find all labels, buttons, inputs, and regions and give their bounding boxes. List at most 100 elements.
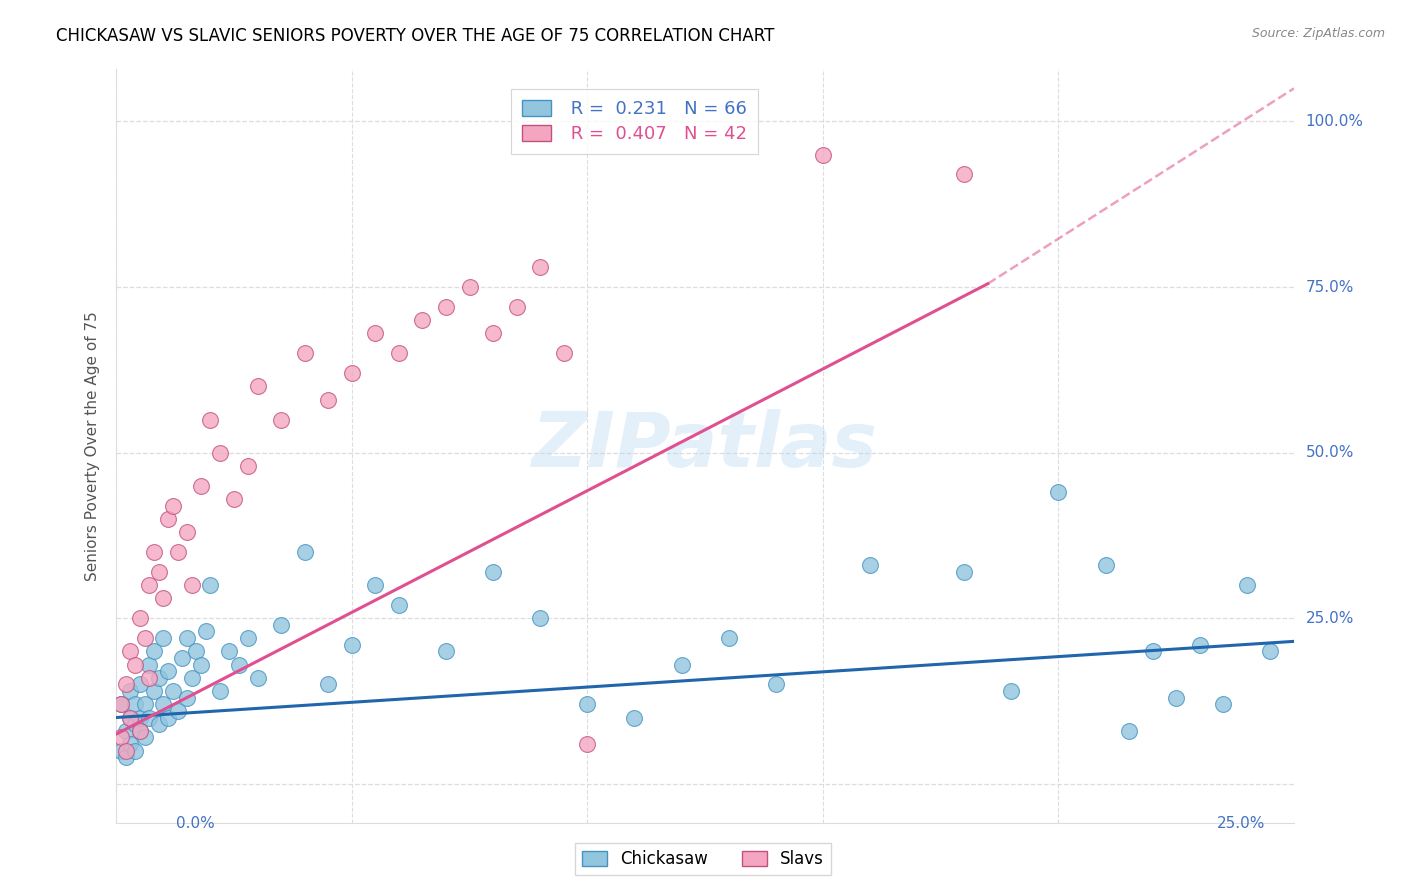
Point [200, 578, 222, 592]
Point [166, 545, 188, 559]
Point [138, 710, 160, 724]
Point [176, 525, 198, 540]
Point [505, 300, 527, 314]
Point [222, 491, 245, 506]
Point [162, 684, 184, 698]
Point [270, 412, 292, 426]
Point [124, 744, 146, 758]
Point [1188, 638, 1211, 652]
Point [143, 684, 166, 698]
Text: 25.0%: 25.0% [1306, 611, 1354, 625]
Point [434, 644, 457, 658]
Point [128, 710, 150, 724]
Point [114, 744, 136, 758]
Point [340, 366, 363, 380]
Point [200, 412, 222, 426]
Point [166, 704, 188, 718]
Point [953, 168, 976, 182]
Point [120, 684, 142, 698]
Point [208, 684, 231, 698]
Point [138, 671, 160, 685]
Point [134, 631, 156, 645]
Text: 100.0%: 100.0% [1306, 114, 1364, 129]
Point [148, 717, 170, 731]
Point [576, 737, 599, 751]
Point [316, 392, 339, 407]
Point [110, 698, 132, 712]
Point [576, 698, 599, 712]
Point [143, 545, 166, 559]
Point [208, 445, 231, 459]
Point [162, 499, 184, 513]
Point [157, 664, 180, 678]
Text: 25.0%: 25.0% [1218, 816, 1265, 831]
Point [138, 578, 160, 592]
Point [134, 698, 156, 712]
Text: 0.0%: 0.0% [176, 816, 215, 831]
Point [110, 744, 132, 758]
Point [294, 545, 316, 559]
Point [434, 300, 457, 314]
Point [859, 558, 882, 573]
Point [128, 611, 150, 625]
Point [120, 710, 142, 724]
Point [124, 657, 146, 672]
Point [765, 677, 787, 691]
Point [364, 578, 387, 592]
Point [148, 565, 170, 579]
Point [1094, 558, 1116, 573]
Point [388, 346, 411, 360]
Point [120, 710, 142, 724]
Point [128, 723, 150, 738]
Point [228, 657, 250, 672]
Point [157, 512, 180, 526]
Point [246, 671, 269, 685]
Point [529, 260, 551, 275]
Point [1166, 690, 1188, 705]
Point [238, 631, 260, 645]
Point [120, 737, 142, 751]
Point [340, 638, 363, 652]
Point [190, 479, 212, 493]
Point [120, 644, 142, 658]
Point [138, 657, 160, 672]
Point [246, 379, 269, 393]
Point [124, 698, 146, 712]
Point [294, 346, 316, 360]
Point [110, 698, 132, 712]
Point [152, 591, 174, 606]
Point [1142, 644, 1164, 658]
Point [1212, 698, 1234, 712]
Point [623, 710, 645, 724]
Point [110, 731, 132, 745]
Text: CHICKASAW VS SLAVIC SENIORS POVERTY OVER THE AGE OF 75 CORRELATION CHART: CHICKASAW VS SLAVIC SENIORS POVERTY OVER… [56, 27, 775, 45]
Text: ZIPatlas: ZIPatlas [531, 409, 879, 483]
Point [134, 731, 156, 745]
Point [194, 624, 217, 639]
Point [114, 723, 136, 738]
Point [190, 657, 212, 672]
Point [186, 644, 208, 658]
Point [270, 617, 292, 632]
Point [529, 611, 551, 625]
Point [148, 671, 170, 685]
Y-axis label: Seniors Poverty Over the Age of 75: Seniors Poverty Over the Age of 75 [86, 311, 100, 581]
Text: Source: ZipAtlas.com: Source: ZipAtlas.com [1251, 27, 1385, 40]
Legend:  R =  0.231   N = 66,  R =  0.407   N = 42: R = 0.231 N = 66, R = 0.407 N = 42 [510, 89, 758, 154]
Legend: Chickasaw, Slavs: Chickasaw, Slavs [575, 844, 831, 875]
Point [482, 326, 505, 341]
Point [1236, 578, 1258, 592]
Point [152, 698, 174, 712]
Point [316, 677, 339, 691]
Point [1260, 644, 1282, 658]
Point [482, 565, 505, 579]
Point [176, 631, 198, 645]
Point [364, 326, 387, 341]
Point [180, 578, 202, 592]
Point [953, 565, 976, 579]
Point [411, 313, 433, 327]
Point [180, 671, 202, 685]
Point [218, 644, 240, 658]
Point [114, 750, 136, 764]
Point [1047, 485, 1070, 500]
